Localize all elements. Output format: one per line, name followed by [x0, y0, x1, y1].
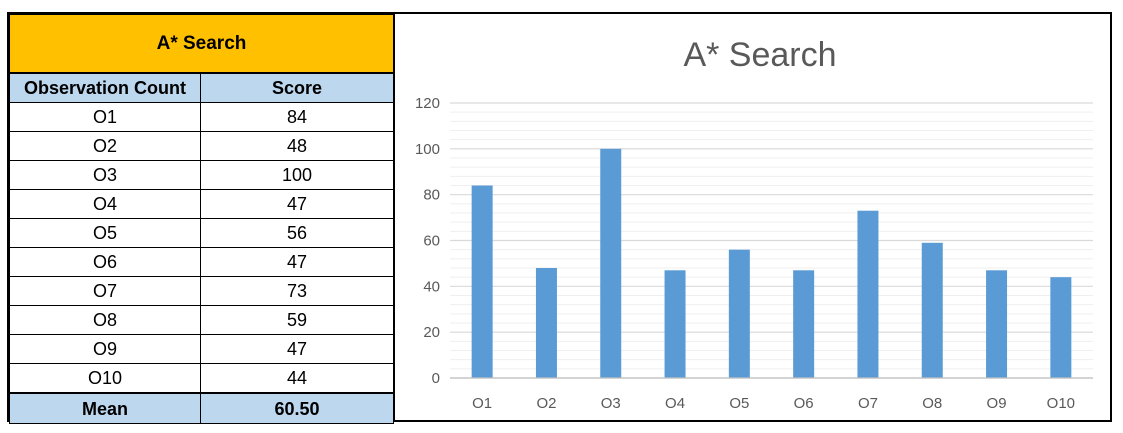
- gridlines: [450, 102, 1093, 379]
- observation-cell: O8: [9, 305, 201, 335]
- table-header-row: Observation Count Score: [9, 72, 394, 103]
- table-row: O4 47: [9, 189, 394, 219]
- figure-frame: A* Search Observation Count Score O1 84 O2…: [7, 12, 1112, 424]
- y-tick-label: 0: [432, 370, 440, 387]
- score-cell: 47: [200, 247, 394, 277]
- score-cell: 56: [200, 218, 394, 248]
- bar: [535, 268, 557, 378]
- x-tick-label: O6: [794, 395, 814, 412]
- table-row: O1 84: [9, 102, 394, 132]
- observation-cell: O3: [9, 160, 201, 190]
- x-tick-label: O4: [665, 395, 685, 412]
- table-row: O8 59: [9, 305, 394, 335]
- x-axis: O1 O2 O3 O4 O5 O6 O7 O8 O9 O10: [450, 377, 1093, 412]
- score-cell: 44: [200, 363, 394, 394]
- y-tick-label: 60: [423, 233, 440, 250]
- bar: [471, 185, 493, 378]
- x-tick-label: O9: [987, 395, 1007, 412]
- score-cell: 48: [200, 131, 394, 161]
- score-table-container: A* Search Observation Count Score O1 84 O2…: [9, 14, 395, 424]
- chart-area: A* Search 0 20 40 60 80 100 120 O1 O2 O3 O4 O5 O6 O7…: [395, 14, 1110, 420]
- table-row: O7 73: [9, 276, 394, 306]
- x-tick-label: O7: [858, 395, 878, 412]
- x-tick-label: O3: [601, 395, 621, 412]
- observation-cell: O6: [9, 247, 201, 277]
- table-row: O2 48: [9, 131, 394, 161]
- bar-chart: A* Search 0 20 40 60 80 100 120 O1 O2 O3 O4 O5 O6 O7…: [415, 36, 1093, 412]
- mean-value: 60.50: [200, 392, 394, 424]
- x-tick-label: O1: [472, 395, 492, 412]
- x-tick-label: O2: [536, 395, 556, 412]
- bar: [1050, 277, 1072, 378]
- y-tick-label: 80: [423, 187, 440, 204]
- table-row: O5 56: [9, 218, 394, 248]
- y-tick-label: 40: [423, 278, 440, 295]
- score-cell: 47: [200, 189, 394, 219]
- table-row: O6 47: [9, 247, 394, 277]
- observation-cell: O10: [9, 363, 201, 394]
- table-row: O3 100: [9, 160, 394, 190]
- bar: [857, 210, 879, 378]
- score-cell: 59: [200, 305, 394, 335]
- bar: [986, 270, 1008, 378]
- y-tick-label: 100: [415, 141, 440, 158]
- bar: [793, 270, 815, 378]
- score-cell: 73: [200, 276, 394, 306]
- bar: [600, 148, 622, 378]
- score-cell: 47: [200, 334, 394, 364]
- table-title: A* Search: [9, 14, 394, 74]
- column-header-observation: Observation Count: [9, 72, 201, 103]
- observation-cell: O9: [9, 334, 201, 364]
- x-tick-label: O10: [1047, 395, 1075, 412]
- bars: [471, 148, 1072, 378]
- x-tick-label: O5: [729, 395, 749, 412]
- score-cell: 100: [200, 160, 394, 190]
- bar: [728, 249, 750, 378]
- bar: [664, 270, 686, 378]
- observation-cell: O1: [9, 102, 201, 132]
- y-axis: 0 20 40 60 80 100 120: [415, 95, 440, 387]
- observation-cell: O4: [9, 189, 201, 219]
- chart-title: A* Search: [683, 36, 836, 74]
- y-tick-label: 120: [415, 95, 440, 112]
- column-header-score: Score: [200, 72, 394, 103]
- observation-cell: O7: [9, 276, 201, 306]
- table-footer-row: Mean 60.50: [9, 392, 394, 424]
- table-row: O10 44: [9, 363, 394, 394]
- table-row: O9 47: [9, 334, 394, 364]
- y-tick-label: 20: [423, 324, 440, 341]
- score-cell: 84: [200, 102, 394, 132]
- score-table: A* Search Observation Count Score O1 84 O2…: [9, 14, 394, 424]
- bar: [921, 242, 943, 378]
- mean-label: Mean: [9, 392, 201, 424]
- observation-cell: O2: [9, 131, 201, 161]
- x-tick-label: O8: [922, 395, 942, 412]
- observation-cell: O5: [9, 218, 201, 248]
